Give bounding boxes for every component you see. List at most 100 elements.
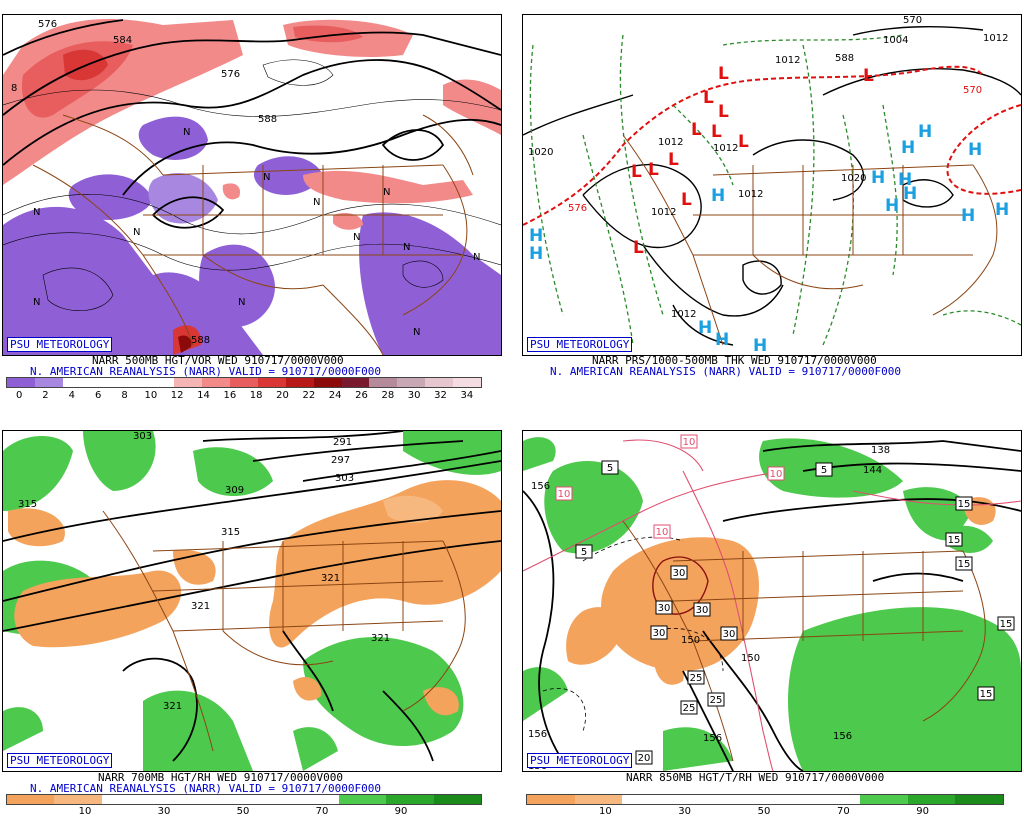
panel-700mb-rh: 315 303 291 297 303 309 315 321 321 321 … (0, 410, 512, 819)
svg-text:H: H (698, 318, 712, 338)
temperature-label-box (720, 626, 738, 641)
temperature-label-box (707, 692, 725, 707)
svg-text:H: H (711, 186, 725, 206)
height-label-297: 297 (331, 455, 350, 466)
svg-text:L: L (633, 238, 644, 258)
height-label-138: 138 (871, 445, 890, 456)
height-label-150-a: 150 (681, 635, 700, 646)
colorbar-swatch (574, 795, 623, 804)
height-label-321-a: 321 (321, 573, 340, 584)
temperature-label: 15 (1000, 619, 1013, 630)
temperature-label: 15 (980, 689, 993, 700)
colorbar-swatch (54, 795, 102, 804)
temperature-label-box (955, 556, 973, 571)
temperature-label: 10 (558, 489, 571, 500)
rh700-colorbar-ticks: 10 30 50 70 90 (6, 806, 480, 818)
colorbar-tick-label: 8 (121, 390, 128, 401)
colorbar-swatch (369, 378, 398, 387)
colorbar-swatch (425, 378, 453, 387)
temperature-label-box (680, 434, 698, 449)
psu-meteorology-badge: PSU METEOROLOGY (527, 753, 633, 768)
panel-850mb-t-rh: 156 138 144 150 150 156 156 156 156 1010… (512, 410, 1024, 819)
colorbar-swatch (244, 795, 292, 804)
temperature-label-box (693, 602, 711, 617)
svg-text:L: L (718, 102, 729, 122)
colorbar-tick-label: 18 (249, 390, 263, 401)
isobar-label-1012-c: 1012 (775, 55, 800, 66)
temperature-label-box (997, 616, 1015, 631)
colorbar-tick-label: 24 (328, 390, 342, 401)
isobar-label-1020-b: 1020 (841, 173, 866, 184)
temperature-label: 15 (958, 499, 971, 510)
isobar-label-1012-f: 1012 (651, 207, 676, 218)
temperature-label: 5 (821, 465, 827, 476)
panel-title-line2: N. AMERICAN REANALYSIS (NARR) VALID = 91… (30, 365, 381, 378)
colorbar-swatch (313, 378, 342, 387)
svg-text:L: L (631, 162, 642, 182)
colorbar-swatch (101, 795, 150, 804)
temperature-label: 30 (653, 628, 666, 639)
temperature-label-box (635, 750, 653, 765)
height-label-291: 291 (333, 437, 352, 448)
colorbar-swatch (669, 795, 718, 804)
svg-text:L: L (718, 64, 729, 84)
height-label-144: 144 (863, 465, 882, 476)
svg-text:L: L (681, 190, 692, 210)
colorbar-tick-label: 10 (78, 806, 92, 817)
svg-text:N: N (403, 242, 410, 253)
colorbar-swatch (230, 378, 258, 387)
colorbar-tick-label: 4 (68, 390, 76, 401)
map-850mb: 156 138 144 150 150 156 156 156 156 1010… (522, 430, 1022, 772)
contour-label-576-b: 576 (221, 69, 240, 80)
psu-meteorology-badge: PSU METEOROLOGY (7, 753, 113, 768)
svg-text:L: L (648, 160, 659, 180)
svg-text:H: H (529, 226, 543, 246)
colorbar-swatch (622, 795, 670, 804)
isobar-label-1004: 1004 (883, 35, 908, 46)
height-label-150-b: 150 (741, 653, 760, 664)
colorbar-tick-label: 10 (598, 806, 612, 817)
height-label-321-b: 321 (191, 601, 210, 612)
temperature-label: 5 (607, 463, 613, 474)
svg-text:H: H (753, 336, 767, 355)
thickness-label-588: 588 (835, 53, 854, 64)
colorbar-swatch (527, 795, 575, 804)
colorbar-swatch (118, 378, 147, 387)
temperature-label: 10 (683, 437, 696, 448)
contour-label-584: 584 (113, 35, 132, 46)
height-label-156-b: 156 (528, 729, 547, 740)
thickness-label-570-b: 570 (903, 15, 922, 26)
colorbar-swatch (7, 795, 55, 804)
svg-text:H: H (968, 140, 982, 160)
height-label-303-a: 303 (133, 431, 152, 442)
colorbar-swatch (62, 378, 91, 387)
colorbar-swatch (397, 378, 426, 387)
temperature-label-box (670, 565, 688, 580)
height-label-309: 309 (225, 485, 244, 496)
colorbar-tick-label: 70 (315, 806, 329, 817)
colorbar-tick-label: 30 (678, 806, 692, 817)
psu-meteorology-badge: PSU METEOROLOGY (7, 337, 113, 352)
height-label-315-a: 315 (18, 499, 37, 510)
colorbar-swatch (291, 795, 339, 804)
colorbar-swatch (202, 378, 230, 387)
height-label-156-c: 156 (703, 733, 722, 744)
height-label-321-c: 321 (371, 633, 390, 644)
colorbar-tick-label: 0 (15, 390, 23, 401)
vorticity-colorbar (6, 377, 482, 388)
colorbar-swatch (196, 795, 245, 804)
svg-text:N: N (263, 172, 270, 183)
colorbar-tick-label: 28 (381, 390, 395, 401)
colorbar-tick-label: 14 (197, 390, 210, 401)
isobar-label-1012-e: 1012 (738, 189, 763, 200)
colorbar-tick-label: 6 (94, 390, 102, 401)
colorbar-swatch (433, 795, 482, 804)
svg-text:H: H (918, 122, 932, 142)
colorbar-swatch (338, 795, 387, 804)
isobar-label-1020-a: 1020 (528, 147, 553, 158)
colorbar-swatch (453, 378, 481, 387)
temperature-label: 30 (723, 629, 736, 640)
temperature-label-box (680, 700, 698, 715)
colorbar-tick-label: 16 (223, 390, 237, 401)
